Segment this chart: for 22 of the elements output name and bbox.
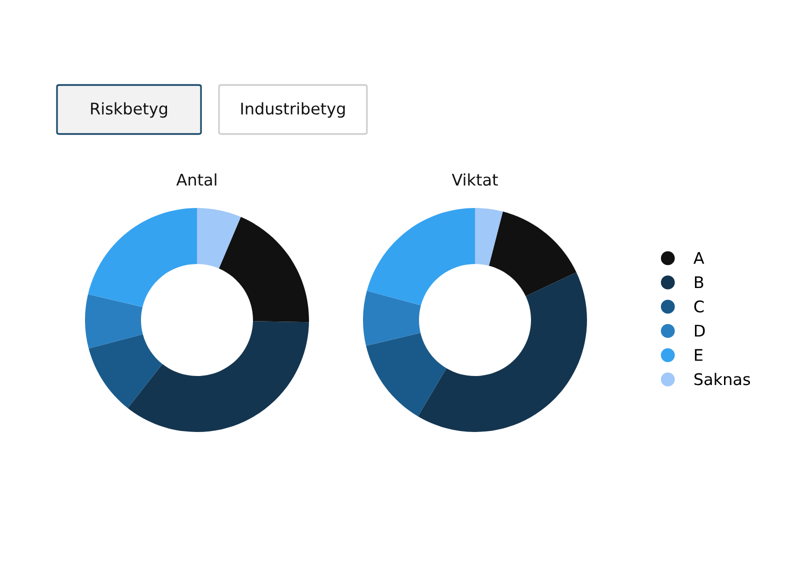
donut-slice [128, 321, 309, 432]
donut-slice [84, 294, 143, 349]
legend-label: Saknas [694, 372, 750, 386]
text: Industribetyg [241, 102, 345, 118]
legend-label: D [694, 324, 705, 337]
chart-title: Viktat [452, 173, 498, 186]
donut-slice [218, 216, 309, 322]
donut-slice [197, 208, 241, 268]
donut-slice [362, 290, 421, 346]
donut-slice [366, 208, 475, 306]
donut-slice [366, 332, 446, 416]
donut-slice [488, 212, 576, 296]
chart-title: Antal [176, 173, 216, 186]
legend-label: C [694, 300, 704, 313]
donut-slice [88, 334, 162, 408]
donut-slice [418, 272, 587, 432]
donut-slice [88, 208, 197, 308]
legend-label: A [694, 252, 704, 264]
legend-label: B [694, 276, 704, 288]
legend-label: E [694, 349, 702, 361]
text: Riskbetyg [91, 102, 168, 118]
donut-slice [475, 208, 503, 266]
